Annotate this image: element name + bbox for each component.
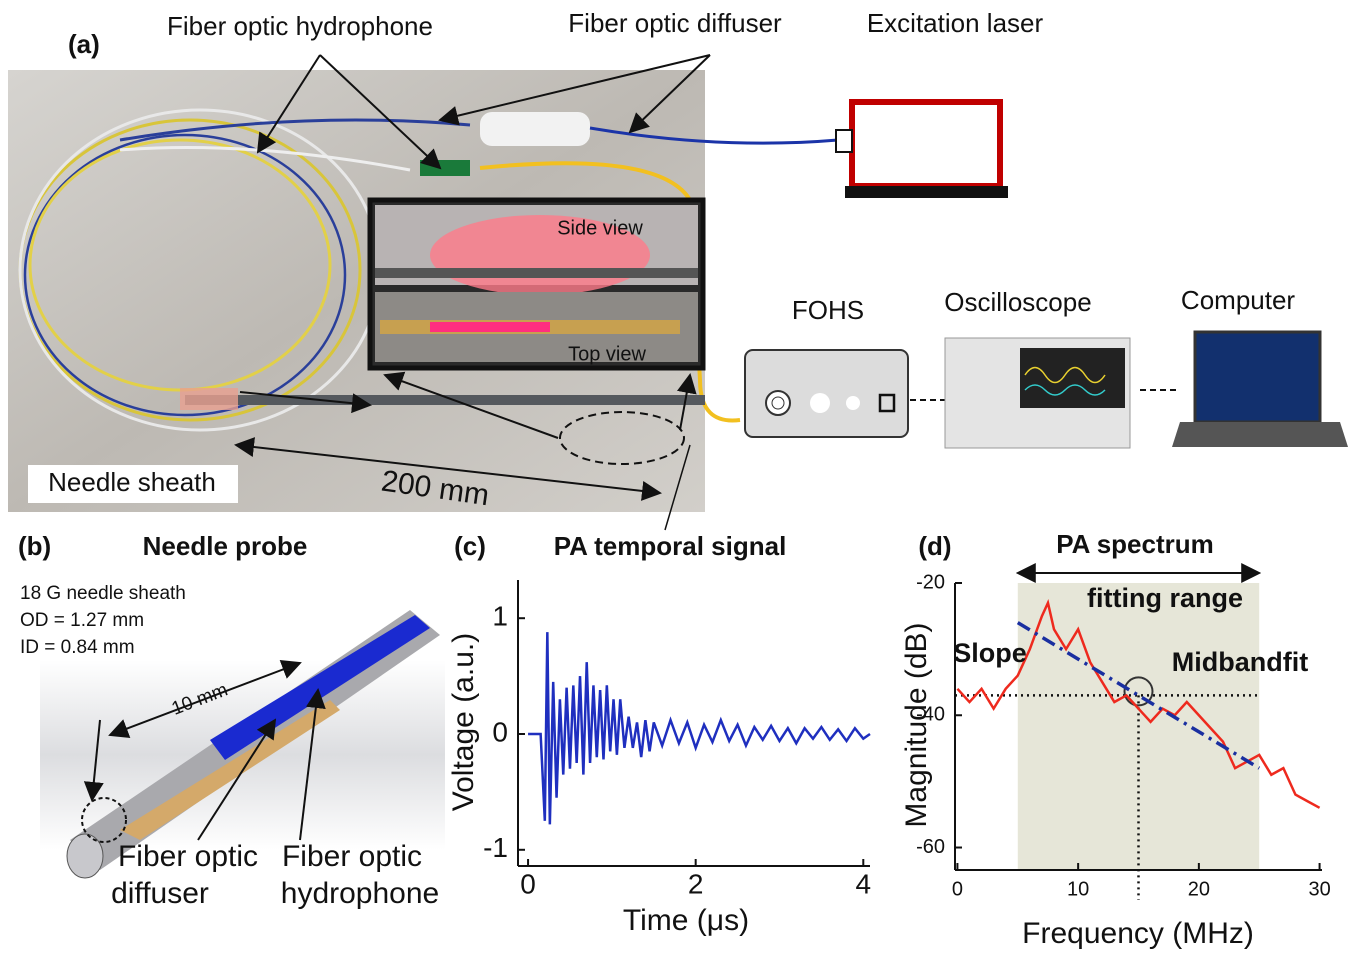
x-axis-label: Time (μs) [623,904,749,937]
figure: (a) Fiber optic hydrophone Fiber optic d… [0,0,1350,952]
y-tick-label: 1 [492,601,508,632]
label: Oscilloscope [944,287,1091,317]
y-axis-label: Voltage (a.u.) [447,633,480,811]
label: Fiber optic hydrophone [167,11,433,41]
y-tick-label: -20 [916,571,945,593]
y-tick-label: 0 [492,716,508,747]
panel-label: (c) [454,531,486,561]
label: diffuser [111,877,209,910]
label: Fiber optic diffuser [568,8,782,38]
y-axis-label: Magnitude (dB) [900,622,933,827]
devices [745,102,1348,448]
chart-title: PA spectrum [1056,529,1214,559]
photo [8,55,838,530]
label: Computer [1181,285,1295,315]
panel-label: (d) [918,531,951,561]
y-tick-label: -1 [483,832,508,863]
spec: OD = 1.27 mm [20,610,144,631]
data-line [528,632,870,824]
x-tick-label: 2 [688,868,704,899]
x-tick-label: 4 [856,868,872,899]
annotation: Midbandfit [1172,647,1308,677]
x-tick-label: 0 [520,868,536,899]
x-tick-label: 10 [1067,878,1089,900]
label: Needle sheath [48,467,216,497]
x-tick-label: 0 [952,878,963,900]
spec: ID = 0.84 mm [20,637,135,658]
panel-label: (b) [18,531,51,561]
panel-label: (a) [68,29,100,59]
annotation: fitting range [1087,583,1243,613]
x-tick-label: 20 [1188,878,1210,900]
label: FOHS [792,295,864,325]
spec: 18 G needle sheath [20,583,186,604]
x-axis-label: Frequency (MHz) [1022,917,1254,950]
label: Excitation laser [867,8,1044,38]
label: Side view [557,217,643,239]
x-tick-label: 30 [1308,878,1330,900]
label: Fiber optic [282,840,422,873]
chart-title: PA temporal signal [554,531,787,561]
label: hydrophone [281,877,439,910]
y-tick-label: -60 [916,836,945,858]
title: Needle probe [143,531,308,561]
label: Fiber optic [118,840,258,873]
label: Top view [568,343,646,365]
annotation: Slope [953,638,1027,668]
